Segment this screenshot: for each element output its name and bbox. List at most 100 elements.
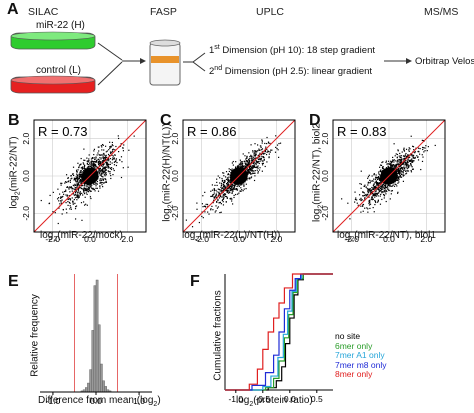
scatter-point: [392, 164, 394, 166]
histogram-bar: [97, 324, 101, 393]
scatter-point: [390, 193, 392, 195]
scatter-point: [210, 190, 212, 192]
scatter-point: [371, 175, 373, 177]
scatter-point: [216, 207, 219, 209]
scatter-point: [406, 159, 409, 161]
scatter-point: [61, 182, 63, 184]
scatter-point: [381, 188, 383, 190]
scatter-point: [249, 162, 251, 164]
scatter-point: [246, 164, 248, 167]
scatter-point: [227, 182, 229, 184]
scatter-point: [74, 208, 77, 210]
scatter-point: [81, 219, 83, 221]
scatter-point: [71, 187, 73, 189]
scatter-point: [373, 173, 375, 175]
scatter-point: [212, 209, 214, 211]
scatter-point: [92, 157, 94, 160]
scatter-point: [87, 188, 89, 190]
scatter-point: [214, 184, 216, 186]
scatter-point: [243, 161, 245, 163]
scatter-point: [98, 160, 100, 162]
panel-c-letter: C: [160, 112, 172, 129]
scatter-point: [378, 187, 380, 189]
scatter-point: [402, 174, 404, 176]
scatter-point: [227, 177, 229, 179]
mir22-dish-label: miR-22 (H): [36, 20, 85, 31]
scatter-point: [101, 157, 103, 159]
scatter-point: [81, 181, 83, 183]
scatter-point: [421, 154, 423, 156]
scatter-point: [232, 203, 234, 205]
scatter-point: [77, 189, 80, 191]
scatter-point: [246, 168, 249, 170]
scatter-point: [362, 191, 364, 193]
scatter-point: [401, 151, 403, 153]
scatter-point: [97, 161, 100, 163]
panel-a-diagram: [10, 31, 412, 94]
scatter-point: [108, 154, 110, 157]
scatter-point: [374, 200, 377, 202]
scatter-point: [231, 188, 233, 191]
scatter-point: [397, 172, 400, 174]
scatter-point: [223, 180, 226, 182]
scatter-point: [362, 205, 364, 207]
scatter-point: [266, 136, 268, 139]
second-dimension-text: 2nd Dimension (pH 2.5): linear gradient: [209, 65, 373, 78]
scatter-point: [93, 164, 95, 166]
scatter-point: [397, 167, 399, 170]
scatter-point: [264, 142, 266, 145]
scatter-point: [107, 163, 110, 165]
scatter-point: [80, 185, 83, 187]
scatter-point: [91, 160, 93, 162]
scatter-point: [270, 149, 272, 151]
panel-c-ylabel: log2(miR-22(H)/NT(L)): [161, 123, 175, 222]
legend-7mer-a1: 7mer A1 only: [335, 350, 385, 361]
scatter-point: [380, 169, 382, 171]
scatter-point: [80, 179, 82, 181]
scatter-point: [395, 164, 398, 166]
scatter-point: [103, 159, 105, 162]
scatter-point: [76, 181, 78, 183]
scatter-point: [369, 202, 371, 204]
scatter-point: [231, 198, 233, 200]
scatter-point: [418, 151, 420, 153]
scatter-point: [86, 157, 88, 159]
scatter-point: [260, 154, 263, 156]
scatter-point: [59, 197, 62, 199]
scatter-point: [369, 207, 371, 210]
scatter-point: [103, 168, 105, 170]
scatter-point: [60, 201, 62, 203]
scatter-point: [108, 166, 110, 169]
scatter-point: [92, 187, 94, 190]
scatter-point: [363, 194, 366, 196]
scatter-point: [81, 179, 83, 181]
scatter-point: [108, 149, 110, 151]
scatter-point: [390, 185, 392, 187]
scatter-point: [267, 141, 270, 143]
scatter-point: [403, 157, 406, 159]
scatter-point: [257, 154, 259, 157]
scatter-point: [253, 170, 255, 172]
scatter-point: [88, 187, 90, 189]
scatter-point: [424, 147, 426, 149]
scatter-point: [385, 193, 387, 195]
scatter-point: [70, 206, 72, 208]
scatter-point: [404, 160, 406, 162]
scatter-point: [71, 190, 73, 192]
scatter-point: [213, 192, 215, 194]
scatter-point: [58, 200, 60, 202]
scatter-point: [252, 167, 254, 169]
scatter-point: [379, 174, 381, 176]
scatter-point: [220, 184, 223, 186]
scatter-point: [243, 188, 245, 190]
scatter-point: [250, 177, 252, 179]
scatter-point: [98, 165, 100, 167]
scatter-point: [375, 201, 377, 204]
scatter-point: [99, 181, 101, 183]
scatter-point: [264, 149, 267, 152]
scatter-point: [82, 166, 84, 168]
scatter-point: [63, 190, 66, 193]
scatter-point: [252, 166, 254, 168]
scatter-point: [395, 165, 397, 168]
scatter-point: [228, 176, 230, 178]
